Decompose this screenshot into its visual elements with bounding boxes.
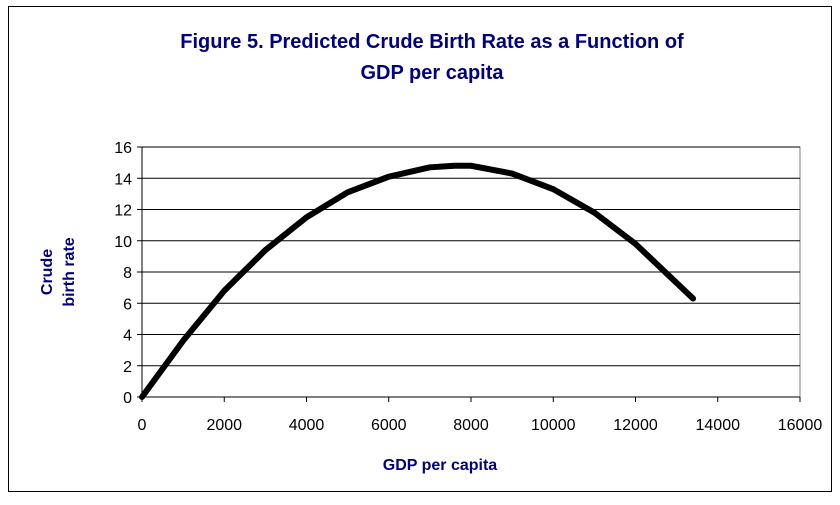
x-tick-label: 6000 bbox=[371, 417, 407, 434]
y-tick-label: 4 bbox=[123, 328, 132, 345]
x-tick-label: 16000 bbox=[778, 417, 823, 434]
y-axis-title: Crude bbox=[39, 249, 56, 295]
chart-title: Figure 5. Predicted Crude Birth Rate as … bbox=[180, 31, 684, 53]
x-tick-label: 2000 bbox=[206, 417, 242, 434]
x-tick-label: 12000 bbox=[613, 417, 658, 434]
x-tick-label: 14000 bbox=[696, 417, 741, 434]
x-tick-label: 4000 bbox=[289, 417, 325, 434]
y-tick-label: 0 bbox=[123, 390, 132, 407]
chart-title: GDP per capita bbox=[360, 62, 504, 84]
y-tick-label: 12 bbox=[114, 203, 132, 220]
y-tick-label: 2 bbox=[123, 359, 132, 376]
y-axis-title-group: Crude birth rate bbox=[39, 237, 78, 306]
x-axis-title: GDP per capita bbox=[383, 457, 498, 474]
y-tick-label: 8 bbox=[123, 265, 132, 282]
x-tick-label: 8000 bbox=[453, 417, 489, 434]
y-tick-label: 16 bbox=[114, 140, 132, 157]
y-tick-label: 14 bbox=[114, 171, 132, 188]
x-tick-label: 0 bbox=[138, 417, 147, 434]
x-tick-label: 10000 bbox=[531, 417, 576, 434]
y-tick-label: 6 bbox=[123, 296, 132, 313]
data-line bbox=[139, 162, 697, 400]
y-tick-label: 10 bbox=[114, 234, 132, 251]
y-axis-title: birth rate bbox=[61, 237, 78, 306]
